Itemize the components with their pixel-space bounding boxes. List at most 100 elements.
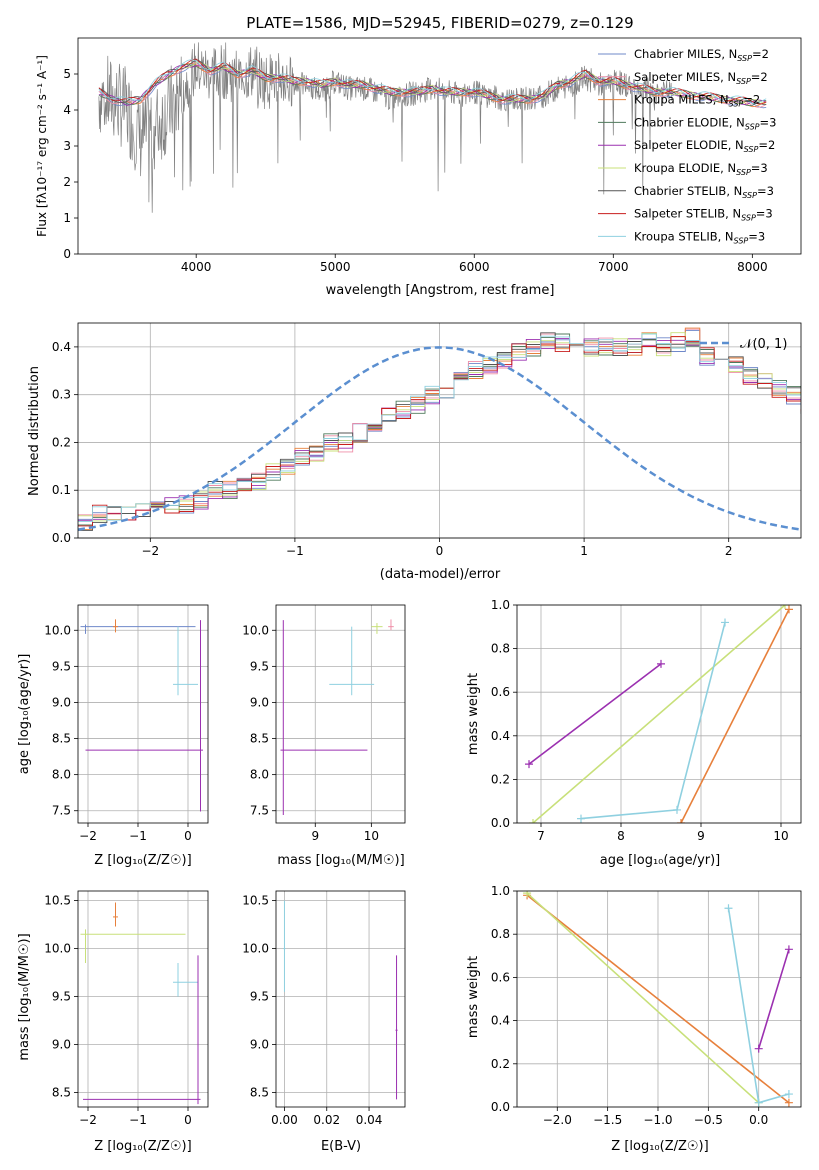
- y-tick-label: 3: [63, 139, 71, 153]
- y-tick-label: 8.0: [52, 768, 71, 782]
- residual-xlabel: (data-model)/error: [380, 567, 501, 582]
- y-tick-label: 7.5: [250, 804, 269, 818]
- legend-entry-label: Kroupa STELIB, N: [634, 229, 734, 243]
- residual-histogram-panel: −2 −1 0 1 2 0.0 0.1 0.2 0.3 0.4 (data-model)/erro…: [27, 322, 802, 582]
- y-tick-label: 9.5: [250, 659, 269, 673]
- weight-age-point: [677, 819, 685, 823]
- x-tick-label: 0.02: [313, 1113, 340, 1127]
- legend-entry-label: Kroupa ELODIE, N: [634, 161, 736, 175]
- histogram-series: [78, 329, 801, 520]
- mass-vs-metallicity-panel: −2 −1 0 8.5 9.0 9.5 10.0 10.5 Z [log₁₀(Z/Z☉)] m…: [17, 890, 209, 1154]
- spectrum-lines: [98, 42, 767, 213]
- weight-Z-point: [784, 1098, 793, 1107]
- age-mass-plot-area: 9 10 7.5 8.0 8.5 9.0 9.5 10.0: [242, 604, 406, 843]
- spectrum-xlabel: wavelength [Angstrom, rest frame]: [326, 283, 555, 298]
- spectrum-title: PLATE=1586, MJD=52945, FIBERID=0279, z=0…: [246, 14, 633, 32]
- legend-entry-suffix: =3: [751, 161, 768, 175]
- y-tick-label: 0: [63, 247, 71, 261]
- model-spectrum: [98, 59, 767, 104]
- weight-Z-point: [754, 1098, 763, 1107]
- y-tick-label: 0.2: [52, 435, 71, 449]
- x-tick-label: 7: [537, 829, 545, 843]
- weight-age-series: [680, 609, 790, 823]
- x-tick-label: 0.00: [271, 1113, 298, 1127]
- legend-entry: Chabrier MILES, NSSP=2: [634, 47, 769, 63]
- weight-Z-point: [754, 1044, 763, 1053]
- mass-Z-ylabel: mass [log₁₀(M/M☉)]: [17, 933, 32, 1060]
- x-tick-label: −1: [129, 1113, 147, 1127]
- normal-curve: [78, 346, 801, 531]
- age-Z-ylabel: age [log₁₀(age/yr)]: [17, 654, 32, 775]
- y-tick-label: 10.5: [242, 894, 269, 908]
- legend-entry: Salpeter ELODIE, NSSP=2: [634, 138, 775, 154]
- mass-Z-markers: [80, 902, 201, 1105]
- weight-age-xlabel: age [log₁₀(age/yr)]: [600, 853, 721, 868]
- y-tick-label: 0.4: [491, 1014, 510, 1028]
- axes-frame: [275, 890, 406, 1108]
- legend-entry-suffix: =3: [756, 207, 773, 221]
- legend-entry-subscript: SSP: [737, 54, 752, 63]
- x-tick-label: 9: [697, 829, 705, 843]
- legend-entry-subscript: SSP: [742, 191, 757, 200]
- y-tick-label: 8.0: [250, 768, 269, 782]
- legend-entry-subscript: SSP: [741, 214, 756, 223]
- weight-Z-point: [784, 1090, 793, 1099]
- legend-entry-suffix: =2: [752, 47, 769, 61]
- legend-entry: Chabrier STELIB, NSSP=3: [634, 184, 774, 200]
- y-tick-label: 9.5: [52, 659, 71, 673]
- y-tick-label: 10.0: [242, 942, 269, 956]
- y-tick-label: 0.0: [491, 816, 510, 830]
- x-tick-label: 0.0: [749, 1113, 768, 1127]
- y-tick-label: 10.0: [44, 942, 71, 956]
- weight-Z-lines: [523, 891, 793, 1107]
- y-tick-label: 8.5: [250, 732, 269, 746]
- legend-entry: Salpeter STELIB, NSSP=3: [634, 207, 773, 223]
- x-tick-label: −2: [79, 829, 97, 843]
- spectrum-plot-area: 4000 5000 6000 7000 8000 0 1 2 3 4 5: [63, 37, 802, 274]
- y-tick-label: 2: [63, 175, 71, 189]
- y-tick-label: 8.5: [52, 1086, 71, 1100]
- legend-entry-subscript: SSP: [745, 122, 760, 131]
- weight-age-series: [528, 663, 662, 765]
- y-tick-label: 9.5: [52, 990, 71, 1004]
- legend-entry-subscript: SSP: [729, 100, 744, 109]
- y-tick-label: 9.0: [250, 695, 269, 709]
- age-Z-xlabel: Z [log₁₀(Z/Z☉)]: [94, 853, 191, 868]
- y-tick-label: 0.2: [491, 1057, 510, 1071]
- weight-Z-xlabel: Z [log₁₀(Z/Z☉)]: [611, 1139, 708, 1154]
- x-tick-label: 10: [773, 829, 788, 843]
- x-tick-label: 4000: [181, 260, 212, 274]
- y-tick-label: 0.3: [52, 388, 71, 402]
- legend-entry: Kroupa MILES, NSSP=2: [634, 93, 760, 109]
- residual-ylabel: Normed distribution: [27, 366, 42, 496]
- x-tick-label: 8000: [737, 260, 768, 274]
- residual-plot-area: −2 −1 0 1 2 0.0 0.1 0.2 0.3 0.4: [52, 322, 802, 558]
- weight-age-series: [580, 622, 726, 820]
- normal-legend-label: 𝒩(0, 1): [740, 337, 787, 352]
- y-tick-label: 5: [63, 67, 71, 81]
- legend-entry: Kroupa ELODIE, NSSP=3: [634, 161, 768, 177]
- weight-Z-point: [724, 904, 733, 913]
- normal-legend: 𝒩(0, 1): [700, 337, 787, 352]
- y-tick-label: 9.0: [250, 1038, 269, 1052]
- age-vs-mass-panel: 9 10 7.5 8.0 8.5 9.0 9.5 10.0 mass [log₁₀(M/M☉)…: [242, 604, 406, 868]
- weight-Z-ylabel: mass weight: [466, 956, 481, 1038]
- legend-entry-suffix: =2: [758, 138, 775, 152]
- legend-entry-label: Kroupa MILES, N: [634, 93, 729, 107]
- histogram-series: [78, 336, 801, 527]
- weight-age-point: [577, 814, 585, 823]
- x-tick-label: −1.5: [593, 1113, 622, 1127]
- weight-age-lines: [525, 605, 793, 823]
- legend-entry-label: Chabrier ELODIE, N: [634, 115, 745, 129]
- axes-frame: [275, 604, 406, 824]
- y-tick-label: 0.4: [52, 340, 71, 354]
- legend-entry-subscript: SSP: [736, 168, 751, 177]
- y-tick-label: 0.4: [491, 729, 510, 743]
- weight-age-point: [673, 805, 681, 814]
- model-spectrum: [126, 62, 767, 108]
- weight-age-plot-area: 7 8 9 10 0.0 0.2 0.4 0.6 0.8 1.0: [491, 598, 802, 843]
- y-tick-label: 1.0: [491, 884, 510, 898]
- x-tick-label: 10: [364, 829, 379, 843]
- legend-entry-suffix: =2: [751, 70, 768, 84]
- spectrum-panel: PLATE=1586, MJD=52945, FIBERID=0279, z=0…: [35, 14, 802, 298]
